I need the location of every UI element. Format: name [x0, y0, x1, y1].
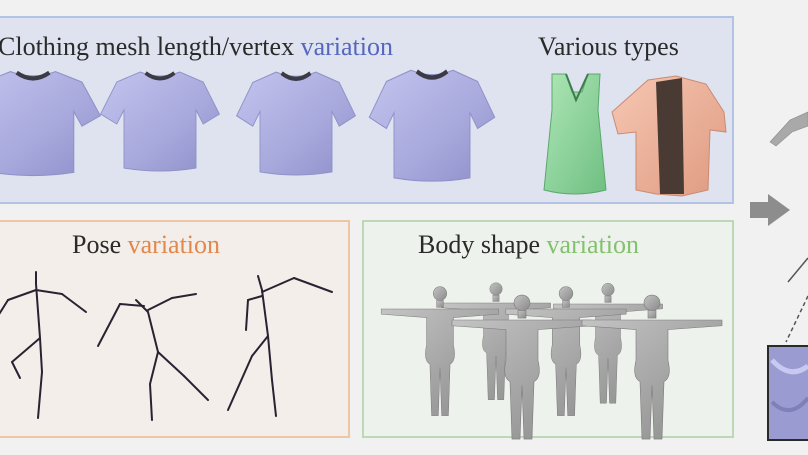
- partial-figure-top: [769, 111, 808, 147]
- various-types-title: Various types: [538, 32, 679, 61]
- clothing-variation-panel: Clothing mesh length/vertex variation Va…: [0, 16, 734, 204]
- clothing-title-accent: variation: [300, 32, 393, 61]
- skeleton-3: [227, 275, 333, 417]
- body-title-accent: variation: [546, 230, 639, 259]
- pose-variation-title: Pose variation: [72, 230, 220, 260]
- skeleton-1: [0, 271, 87, 419]
- body-shape-variation-title: Body shape variation: [418, 230, 639, 260]
- pose-variation-panel: Pose variation: [0, 220, 350, 438]
- dress-illustration: [543, 73, 607, 195]
- partial-connector-line: [787, 257, 808, 283]
- body-title-text: Body shape: [418, 230, 547, 259]
- partial-dashed-line: [785, 295, 808, 343]
- pose-title-accent: variation: [127, 230, 221, 259]
- pose-title-text: Pose: [72, 230, 128, 259]
- coat-illustration: [611, 75, 727, 197]
- clothing-title-text: Clothing mesh length/vertex: [0, 32, 301, 61]
- arrow-right-icon: [750, 194, 790, 226]
- skeleton-2: [97, 293, 209, 421]
- clothing-variation-title: Clothing mesh length/vertex variation: [0, 32, 393, 62]
- partial-cloth-closeup: [767, 345, 808, 441]
